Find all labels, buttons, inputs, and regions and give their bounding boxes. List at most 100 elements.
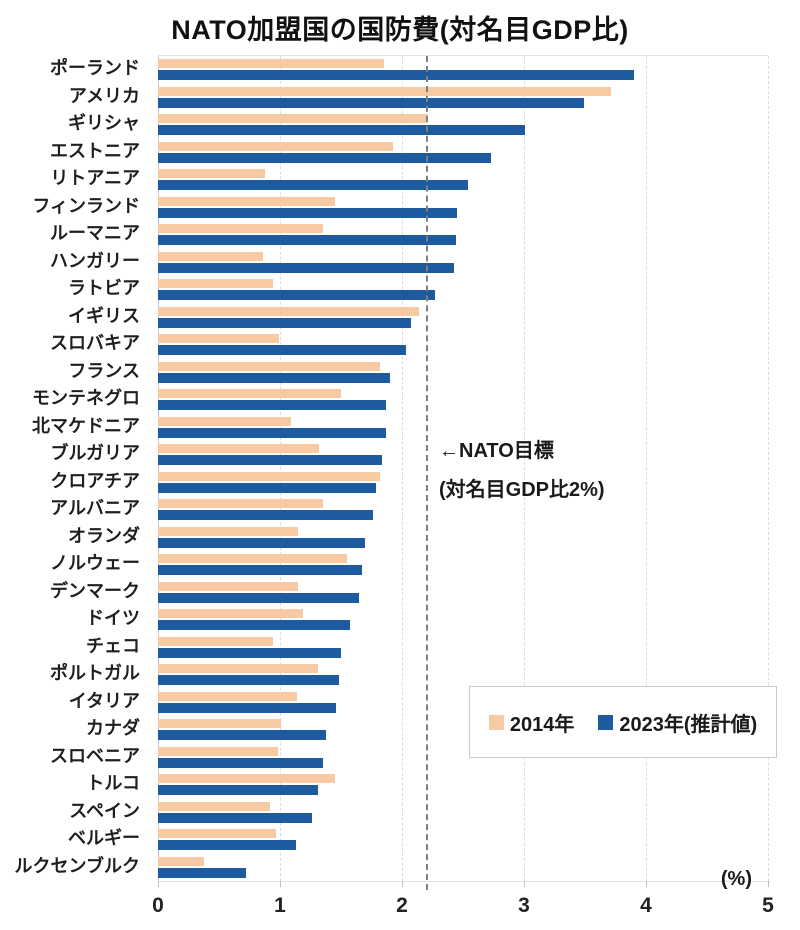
bar-2014 bbox=[158, 114, 428, 123]
bar-2014 bbox=[158, 829, 277, 838]
chart-row bbox=[158, 386, 768, 414]
bar-2014 bbox=[158, 279, 273, 288]
bar-2023 bbox=[158, 510, 373, 520]
chart-row bbox=[158, 111, 768, 139]
bar-2023 bbox=[158, 647, 341, 658]
bar-2014 bbox=[158, 609, 304, 618]
bar-2023 bbox=[158, 482, 377, 493]
bar-2014 bbox=[158, 224, 323, 233]
bar-2014 bbox=[158, 306, 420, 316]
legend-label-2014: 2014年 bbox=[509, 713, 575, 736]
category-label: アメリカ bbox=[68, 85, 140, 106]
plot-area: ←NATO目標 (対名目GDP比2%) 2014年 2023年(推計値) (%)… bbox=[152, 55, 777, 917]
y-axis-line bbox=[158, 56, 159, 881]
chart-row bbox=[158, 441, 768, 469]
bar-2023 bbox=[158, 757, 323, 768]
category-label: ギリシャ bbox=[68, 113, 140, 133]
bar-2014 bbox=[158, 746, 278, 756]
category-label: フィンランド bbox=[32, 195, 140, 216]
bar-2023 bbox=[158, 207, 457, 218]
chart-row bbox=[158, 496, 768, 524]
category-label: ポルトガル bbox=[50, 663, 140, 683]
annotation-line-2: (対名目GDP比2%) bbox=[439, 479, 605, 501]
bar-2023 bbox=[158, 180, 468, 190]
category-label: ベルギー bbox=[68, 828, 140, 848]
chart-row bbox=[158, 249, 768, 277]
chart-row bbox=[158, 551, 768, 579]
bar-2023 bbox=[158, 70, 634, 80]
category-label: オランダ bbox=[68, 525, 140, 546]
category-label: ルーマニア bbox=[50, 223, 140, 243]
chart-row bbox=[158, 414, 768, 442]
legend-swatch-2023 bbox=[598, 714, 614, 730]
x-axis-unit-label: (%) bbox=[720, 868, 752, 890]
gridline bbox=[646, 56, 647, 881]
category-label: スペイン bbox=[69, 800, 140, 821]
bar-2023 bbox=[158, 427, 387, 438]
x-tick-label: 1 bbox=[274, 894, 286, 917]
category-label: ブルガリア bbox=[50, 443, 140, 463]
chart-row bbox=[158, 799, 768, 827]
bar-2023 bbox=[158, 702, 337, 713]
category-label: スロベニア bbox=[50, 745, 140, 766]
bar-2023 bbox=[158, 537, 366, 548]
category-label: モンテネグロ bbox=[32, 388, 140, 408]
gridline bbox=[768, 56, 769, 881]
x-tick-label: 4 bbox=[640, 894, 652, 917]
nato-target-line bbox=[426, 56, 429, 890]
bar-2014 bbox=[158, 691, 298, 701]
legend-label-2023: 2023年(推計値) bbox=[619, 713, 758, 736]
category-label: ハンガリー bbox=[50, 250, 140, 271]
category-label: エストニア bbox=[50, 140, 140, 161]
chart-row bbox=[158, 469, 768, 497]
x-tick-mark bbox=[280, 881, 281, 887]
category-label: ルクセンブルク bbox=[14, 855, 140, 876]
legend: 2014年 2023年(推計値) bbox=[469, 686, 777, 758]
category-label: トルコ bbox=[86, 773, 140, 793]
bar-2014 bbox=[158, 334, 279, 343]
bar-2023 bbox=[158, 785, 318, 795]
category-label: デンマーク bbox=[50, 580, 140, 601]
bar-2023 bbox=[158, 125, 526, 135]
legend-item-2014: 2014年 bbox=[488, 708, 575, 737]
chart-row bbox=[158, 194, 768, 222]
category-label: 北マケドニア bbox=[32, 415, 140, 436]
chart-row bbox=[158, 56, 768, 84]
bar-2014 bbox=[158, 361, 381, 371]
chart-row bbox=[158, 689, 768, 717]
category-label: スロバキア bbox=[50, 333, 140, 353]
chart-row bbox=[158, 84, 768, 112]
category-label: イタリア bbox=[68, 690, 140, 711]
category-labels: ポーランド アメリカ ギリシャ エストニア リトアニア フィンランド ルーマニア ハンガリーラ… bbox=[0, 55, 150, 880]
bar-2014 bbox=[158, 86, 611, 96]
category-label: ノルウェー bbox=[50, 553, 140, 573]
bar-2014 bbox=[158, 141, 394, 151]
category-label: クロアチア bbox=[50, 470, 140, 491]
category-label: ドイツ bbox=[86, 608, 140, 628]
chart-row bbox=[158, 331, 768, 359]
bar-2023 bbox=[158, 840, 296, 850]
bar-2023 bbox=[158, 262, 455, 273]
bar-2023 bbox=[158, 675, 339, 685]
bar-2023 bbox=[158, 235, 456, 245]
legend-item-2023: 2023年(推計値) bbox=[598, 708, 757, 737]
bar-2014 bbox=[158, 196, 335, 206]
x-tick-mark bbox=[402, 881, 403, 887]
chart-row bbox=[158, 166, 768, 194]
bar-2014 bbox=[158, 774, 335, 783]
x-tick-label: 2 bbox=[396, 894, 408, 917]
chart-row bbox=[158, 579, 768, 607]
gridline bbox=[402, 56, 403, 881]
chart-row bbox=[158, 744, 768, 772]
bar-2023 bbox=[158, 730, 327, 740]
bar-2014 bbox=[158, 416, 291, 426]
nato-target-annotation: ←NATO目標 (対名目GDP比2%) bbox=[439, 432, 605, 510]
chart-rows bbox=[158, 56, 768, 881]
chart-row bbox=[158, 276, 768, 304]
category-label: アルバニア bbox=[50, 498, 140, 518]
chart-row bbox=[158, 221, 768, 249]
bar-2014 bbox=[158, 471, 381, 481]
chart-row bbox=[158, 304, 768, 332]
chart-row bbox=[158, 854, 768, 882]
bar-2014 bbox=[158, 719, 282, 728]
